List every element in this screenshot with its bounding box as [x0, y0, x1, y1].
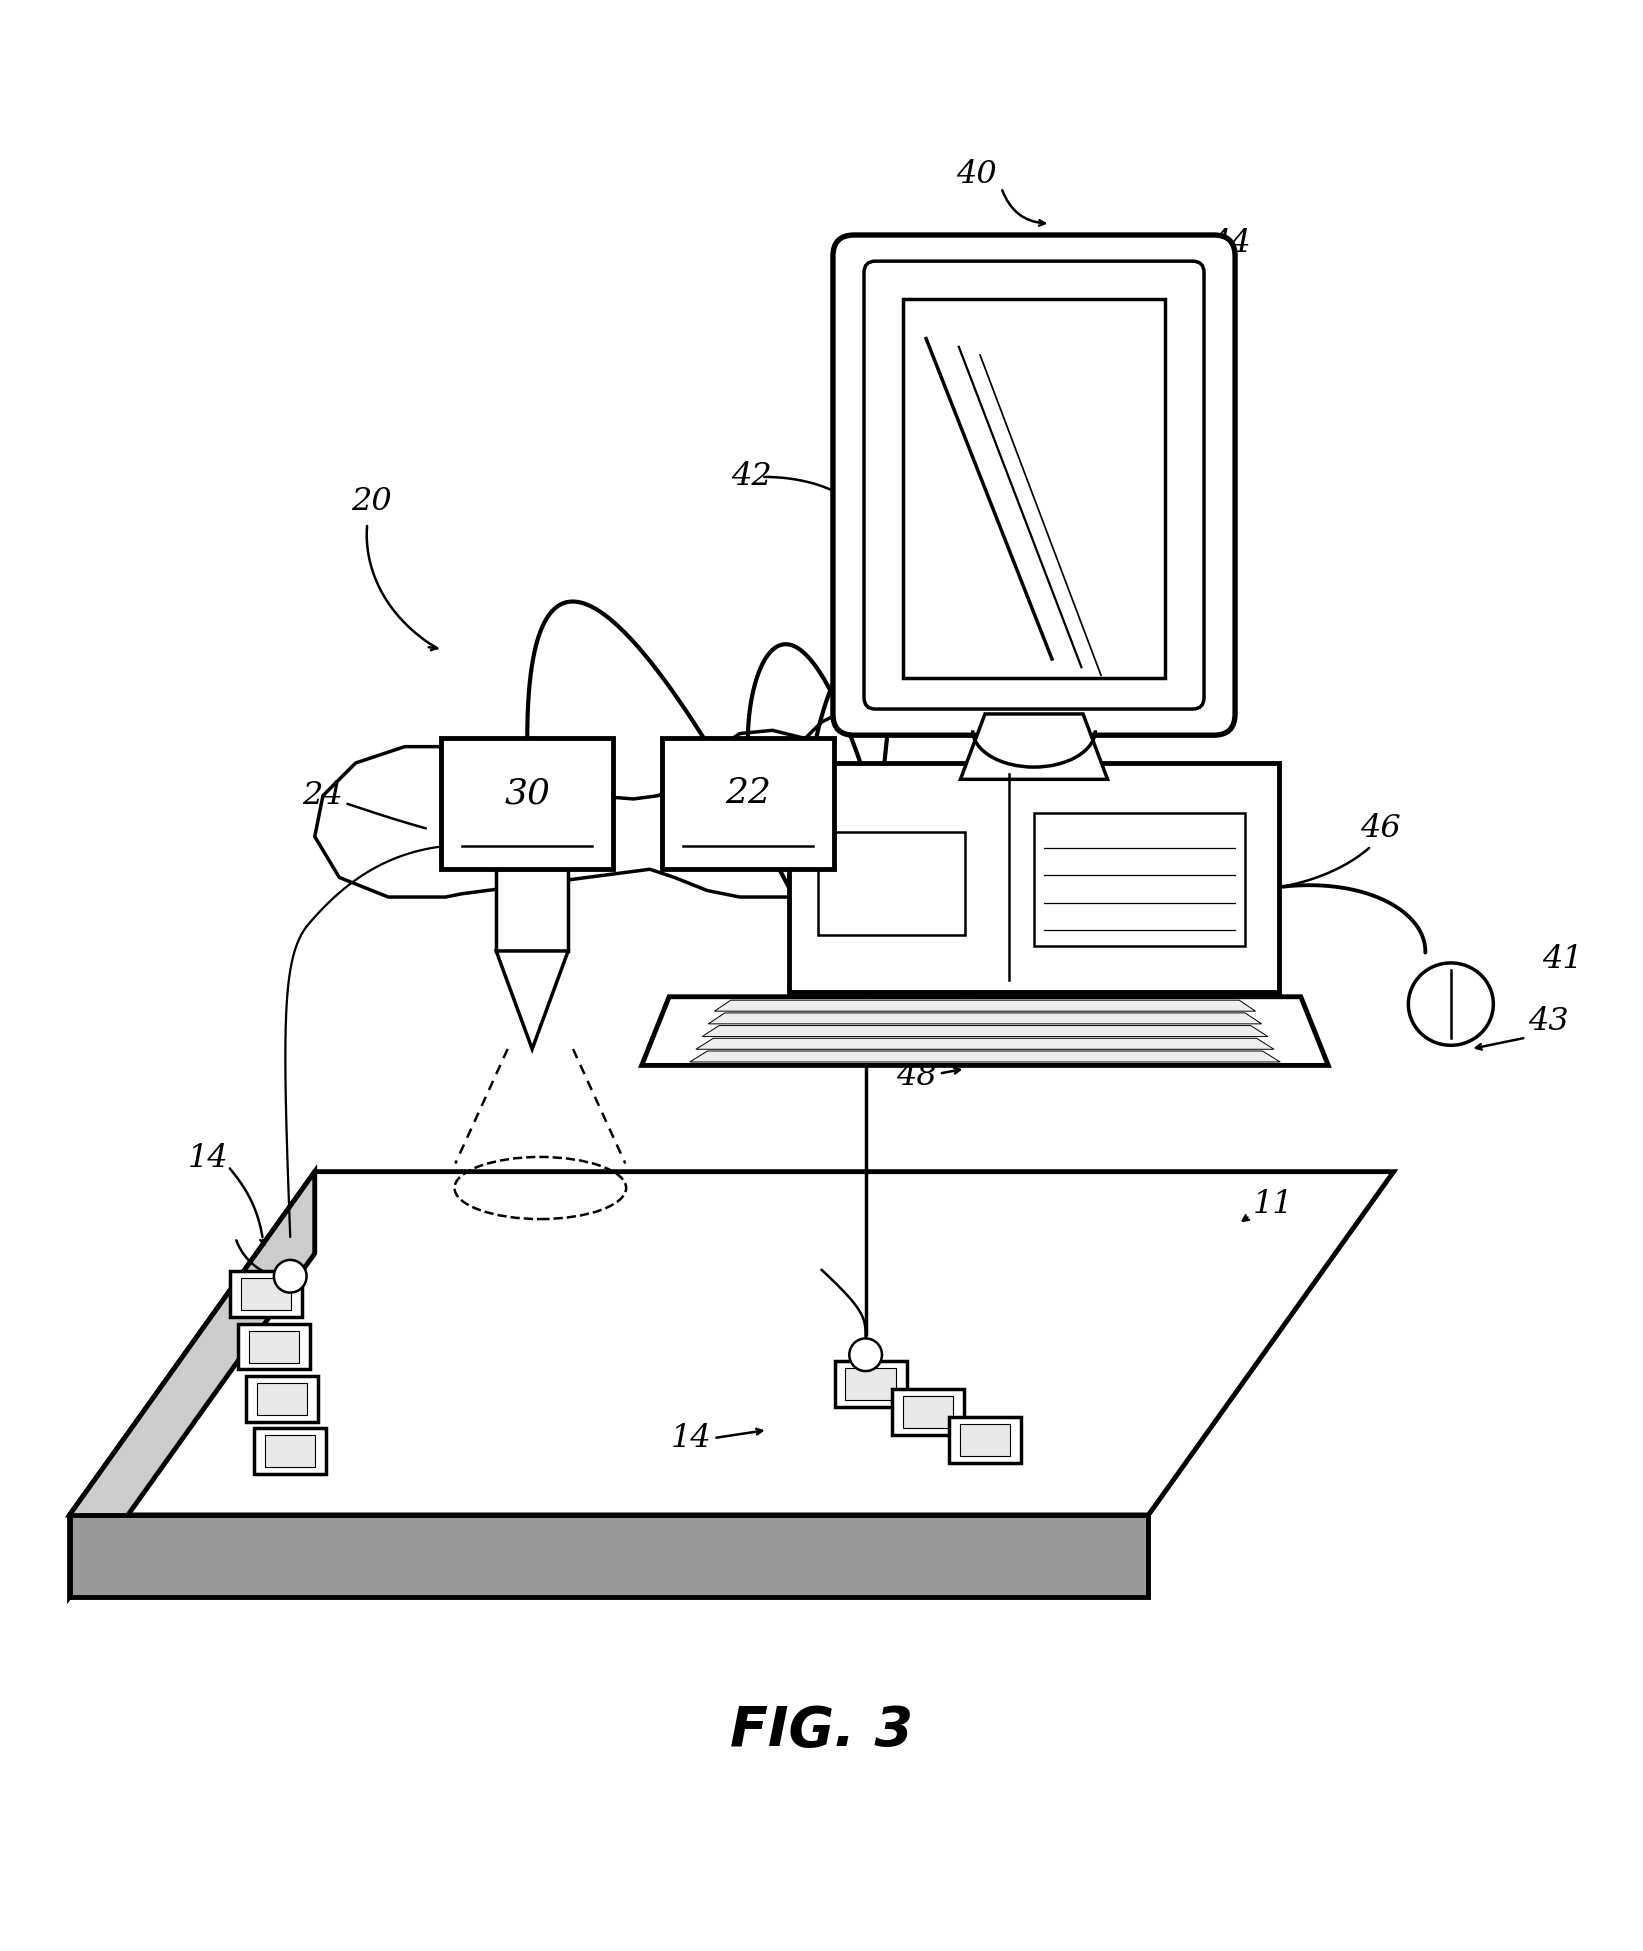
FancyBboxPatch shape	[902, 1395, 953, 1428]
Polygon shape	[496, 950, 568, 1050]
Circle shape	[849, 1338, 882, 1372]
FancyBboxPatch shape	[238, 1323, 311, 1370]
FancyBboxPatch shape	[265, 1436, 315, 1467]
Text: FIG. 3: FIG. 3	[729, 1703, 914, 1758]
FancyBboxPatch shape	[255, 1428, 327, 1475]
Polygon shape	[961, 714, 1107, 778]
FancyBboxPatch shape	[846, 1368, 895, 1401]
Text: 42: 42	[731, 462, 772, 492]
FancyBboxPatch shape	[248, 1331, 299, 1362]
Polygon shape	[69, 1173, 1393, 1514]
FancyBboxPatch shape	[864, 261, 1204, 708]
FancyBboxPatch shape	[1033, 814, 1245, 946]
FancyBboxPatch shape	[789, 763, 1280, 991]
Text: 11: 11	[1252, 1188, 1293, 1219]
Polygon shape	[496, 870, 568, 950]
Text: 26: 26	[978, 874, 1019, 905]
Text: 14: 14	[189, 1143, 228, 1175]
Polygon shape	[69, 1514, 1148, 1596]
FancyBboxPatch shape	[662, 739, 833, 870]
Text: 44: 44	[1209, 228, 1250, 259]
Text: 10: 10	[978, 915, 1019, 944]
FancyBboxPatch shape	[246, 1375, 319, 1422]
Text: 40: 40	[956, 160, 997, 189]
Polygon shape	[642, 997, 1328, 1065]
Text: 22: 22	[725, 776, 771, 810]
FancyBboxPatch shape	[256, 1383, 307, 1414]
Polygon shape	[69, 1173, 315, 1596]
Polygon shape	[708, 1013, 1262, 1024]
FancyBboxPatch shape	[230, 1272, 302, 1317]
Polygon shape	[715, 1001, 1255, 1011]
Ellipse shape	[1408, 964, 1493, 1046]
FancyBboxPatch shape	[240, 1278, 291, 1311]
Polygon shape	[702, 1026, 1268, 1036]
FancyBboxPatch shape	[950, 1416, 1020, 1463]
Polygon shape	[697, 1038, 1273, 1050]
FancyBboxPatch shape	[904, 299, 1165, 679]
Text: 20: 20	[352, 486, 393, 517]
Text: 43: 43	[1528, 1007, 1569, 1036]
Text: 30: 30	[504, 776, 550, 810]
FancyBboxPatch shape	[835, 1362, 907, 1407]
Polygon shape	[690, 1052, 1280, 1061]
Text: 14: 14	[670, 1422, 711, 1453]
Text: 46: 46	[1360, 814, 1401, 845]
FancyBboxPatch shape	[818, 831, 966, 935]
FancyBboxPatch shape	[833, 234, 1236, 736]
Circle shape	[274, 1260, 307, 1294]
Text: 48: 48	[895, 1061, 937, 1093]
Text: 41: 41	[1541, 944, 1582, 976]
Text: 24: 24	[302, 780, 343, 812]
FancyBboxPatch shape	[442, 739, 613, 870]
FancyBboxPatch shape	[892, 1389, 964, 1434]
FancyBboxPatch shape	[960, 1424, 1010, 1455]
